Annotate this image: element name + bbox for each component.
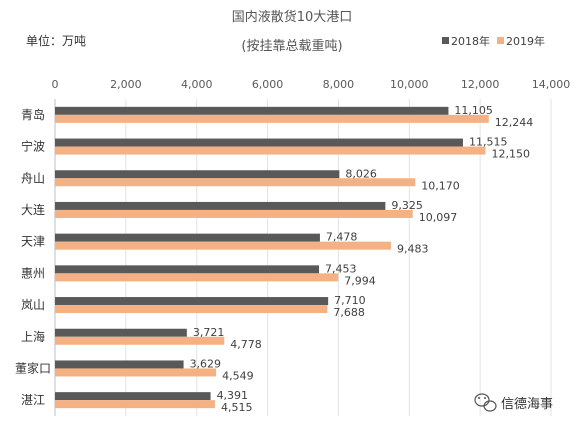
data-label-2018: 7,453 [325,262,357,275]
x-tick-label: 2,000 [110,78,142,91]
category-label: 大连 [21,202,45,217]
data-label-2019: 10,170 [421,179,460,192]
bar-2018 [55,233,320,242]
bar-2018 [55,360,184,369]
data-label-2019: 7,994 [344,274,376,287]
bars [55,106,489,409]
legend-swatch-2019 [497,37,504,44]
watermark: 信德海事 [474,393,553,412]
data-label-2019: 10,097 [419,211,458,224]
x-tick-label: 6,000 [252,78,284,91]
x-tick-label: 10,000 [390,78,429,91]
data-label-2018: 7,478 [326,231,358,244]
bar-2018 [55,392,211,401]
legend-swatch-2018 [442,37,449,44]
unit-label: 单位：万吨 [26,33,86,48]
legend-label-2018: 2018年 [451,34,490,48]
bar-2019 [55,305,328,314]
bar-2019 [55,209,413,218]
data-label-2018: 7,710 [334,294,366,307]
data-label-2018: 9,325 [391,199,423,212]
category-label: 天津 [21,235,45,249]
data-label-2019: 4,549 [222,369,254,382]
bar-2019 [55,178,416,187]
category-label: 湛江 [21,393,45,407]
data-label-2018: 11,515 [469,136,508,149]
bar-2018 [55,138,463,147]
data-label-2018: 4,391 [217,389,249,402]
data-label-2019: 9,483 [397,243,429,256]
bar-2019 [55,400,215,409]
category-label: 上海 [21,329,45,344]
x-tick-label: 12,000 [461,78,500,91]
wechat-icon [474,393,497,412]
x-tick-label: 0 [52,78,59,91]
data-label-2018: 3,629 [190,357,222,370]
x-tick-label: 4,000 [181,78,213,91]
bar-2019 [55,114,489,123]
bar-2019 [55,241,391,250]
category-label: 岚山 [21,298,45,312]
data-label-2019: 12,150 [491,148,530,161]
data-label-2018: 11,105 [454,104,493,117]
category-label: 惠州 [21,266,45,280]
category-label: 宁波 [21,139,45,154]
chart-subtitle: (按挂靠总载重吨) [241,38,342,54]
bar-2018 [55,328,187,337]
bar-2019 [55,368,217,377]
data-label-2019: 4,778 [230,338,262,351]
legend: 2018年 2019年 [442,34,545,48]
x-tick-label: 8,000 [323,78,355,91]
bar-2019 [55,273,339,282]
chart-title: 国内液散货10大港口 [232,9,353,25]
category-label: 青岛 [21,107,45,122]
data-label-2019: 4,515 [221,401,253,414]
data-label-2019: 7,688 [333,306,365,319]
x-tick-labels: 0 2,000 4,000 6,000 8,000 10,000 12,000 14,000 [52,78,571,91]
bar-2018 [55,201,386,210]
legend-label-2019: 2019年 [506,34,545,48]
category-label: 舟山 [21,171,45,185]
bar-2018 [55,297,329,306]
category-label: 董家口 [15,360,51,375]
bar-2019 [55,336,225,345]
data-label-2019: 12,244 [495,116,534,129]
data-label-2018: 3,721 [193,326,225,339]
bar-2019 [55,146,486,155]
watermark-text: 信德海事 [501,397,553,412]
x-tick-label: 14,000 [532,78,571,91]
bar-2018 [55,106,449,115]
bar-2018 [55,265,320,274]
data-label-2018: 8,026 [345,167,377,180]
bar-2018 [55,170,340,179]
